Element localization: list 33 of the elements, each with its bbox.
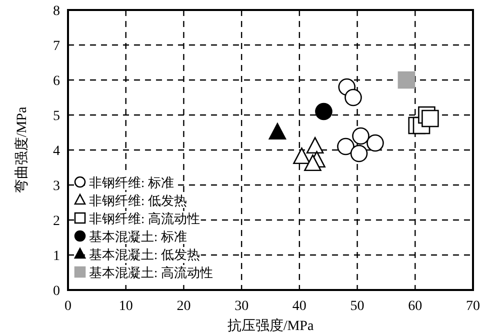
point — [304, 154, 322, 172]
y-tick-label: 1 — [53, 249, 60, 264]
y-tick-label: 0 — [53, 284, 60, 299]
point — [306, 137, 324, 154]
point — [293, 148, 310, 164]
point — [350, 144, 368, 162]
legend-label: 非钢纤维: 标准 — [89, 175, 174, 190]
y-tick-label: 3 — [53, 179, 60, 194]
y-axis-title: 弯曲强度/MPa — [14, 106, 30, 194]
point — [337, 138, 354, 156]
x-tick-label: 40 — [292, 299, 306, 314]
point — [344, 88, 362, 106]
legend-label: 非钢纤维: 高流动性 — [89, 211, 200, 226]
legend-label: 非钢纤维: 低发热 — [89, 193, 187, 208]
y-tick-label: 6 — [53, 74, 60, 89]
legend-label: 基本混凝土: 低发热 — [89, 247, 200, 262]
point — [352, 127, 370, 145]
x-tick-label: 30 — [234, 299, 249, 314]
x-tick-label: 10 — [118, 299, 133, 314]
x-tick-label: 0 — [64, 299, 72, 314]
y-tick-label: 8 — [53, 4, 60, 19]
x-tick-label: 50 — [350, 299, 364, 314]
legend-label: 基本混凝土: 高流动性 — [89, 265, 213, 280]
y-tick-label: 7 — [53, 39, 60, 54]
y-tick-label: 5 — [53, 109, 60, 124]
x-tick-label: 20 — [176, 299, 191, 314]
legend-label: 基本混凝土: 标准 — [89, 229, 187, 244]
x-tick-label: 70 — [466, 299, 480, 314]
y-tick-label: 2 — [53, 214, 60, 229]
y-tick-label: 4 — [53, 144, 60, 159]
x-axis-title: 抗压强度/MPa — [227, 318, 314, 334]
x-tick-label: 60 — [408, 299, 422, 314]
point — [422, 110, 439, 128]
